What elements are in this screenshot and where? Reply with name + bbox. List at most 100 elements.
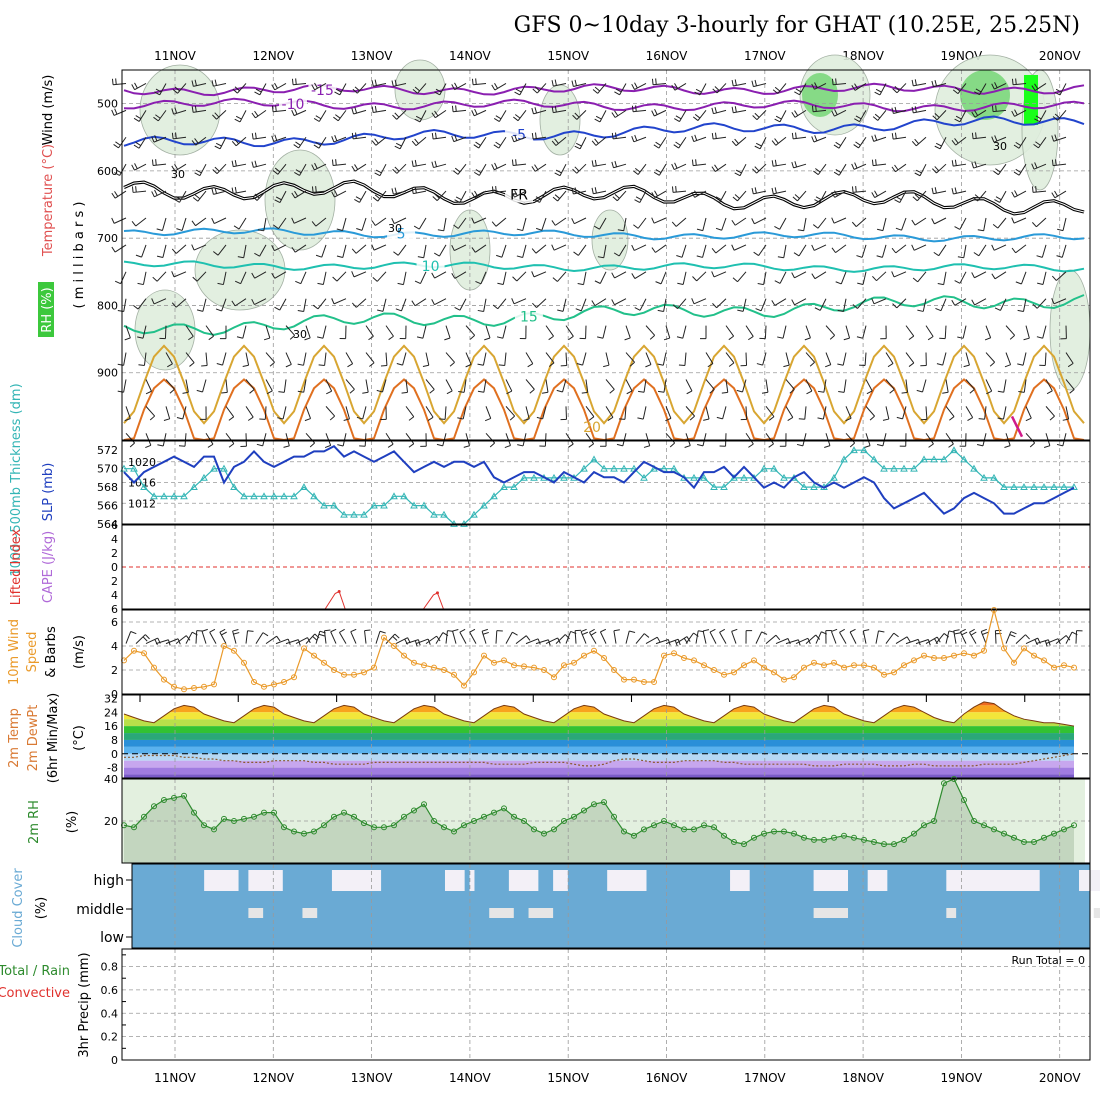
wind-barb (963, 244, 967, 258)
wind-barb (864, 445, 871, 448)
surface-wind-barb (142, 636, 148, 642)
surface-wind-barb (953, 629, 960, 632)
wind-barb (715, 196, 722, 201)
surface-wind-barb (787, 638, 791, 645)
wind-barb (347, 363, 353, 368)
surface-wind-barb (379, 630, 386, 634)
wind-barb (585, 432, 595, 445)
wind-barb (835, 78, 837, 85)
wind-barb (771, 187, 774, 194)
wind-barb (893, 136, 907, 140)
pressure-tick-label: 800 (97, 299, 118, 312)
wind-barb (221, 298, 227, 312)
wind-barb (434, 271, 447, 279)
wind-barb (765, 406, 775, 417)
rh-point (811, 836, 817, 843)
wind-barb (768, 443, 774, 448)
wind-barb (691, 298, 695, 305)
wind-barb (833, 144, 840, 149)
wind-barb (953, 163, 967, 167)
isotherm-label-bg (505, 127, 534, 143)
wind-barb (1014, 109, 1018, 116)
wind-barb (894, 106, 897, 113)
wind-barb (138, 110, 147, 122)
wind-barb (185, 325, 194, 337)
wind-speed-point (871, 664, 877, 671)
wind-barb (895, 163, 907, 173)
wind-barb (905, 379, 909, 393)
wind-speed-point (151, 664, 157, 671)
wind-barb (555, 217, 567, 226)
wind-barb (973, 252, 980, 257)
date-label-bottom: 16NOV (646, 1071, 688, 1085)
wind-barb (1018, 163, 1027, 176)
wind-barb (711, 107, 714, 114)
wind-barb (997, 417, 1004, 420)
wind-speed-point (961, 650, 967, 657)
rh-point (861, 836, 867, 843)
wind-barb (1014, 190, 1018, 196)
rh-point (561, 818, 567, 824)
wind-barb (796, 443, 803, 447)
wind-barb (785, 406, 794, 418)
wind-barb (151, 298, 155, 305)
wind-barb (254, 252, 260, 257)
wind-barb (325, 433, 332, 446)
rh-point (341, 809, 347, 816)
wind-barb (411, 187, 414, 194)
rh-point (891, 841, 897, 848)
wind-barb (545, 352, 555, 364)
wind-barb (653, 82, 667, 86)
wind-barb (294, 190, 307, 199)
wind-barb (113, 82, 127, 86)
surface-wind-barb (145, 637, 158, 645)
rh-point (921, 822, 927, 829)
wind-barb (387, 443, 394, 448)
thickness-point (920, 455, 928, 463)
wind-barb (311, 186, 314, 193)
wind-barb (657, 390, 665, 393)
wind-barb (413, 225, 420, 230)
wind-barb (317, 282, 324, 286)
wind-barb (914, 138, 920, 145)
wind-speed-point (641, 679, 647, 685)
wind-barb (1057, 228, 1064, 232)
wind-barb (693, 163, 707, 167)
wind-barb (892, 88, 898, 94)
surface-wind-barb (247, 630, 254, 632)
wind-barb (211, 217, 215, 224)
wind-speed-point (131, 647, 137, 654)
wind-barb (555, 169, 562, 174)
wind-barb (594, 138, 599, 144)
wind-barb (905, 352, 915, 364)
wind-barb (634, 134, 638, 141)
wind-barb (1013, 217, 1027, 224)
wind-barb (857, 282, 864, 285)
wind-barb (714, 86, 720, 91)
wind-barb (408, 443, 415, 448)
wind-barb (391, 80, 394, 87)
wind-barb (1054, 190, 1067, 199)
wind-barb (725, 379, 729, 393)
wind-barb (492, 304, 499, 310)
wind-barb (613, 163, 627, 169)
wind-barb (959, 110, 967, 123)
wind-barb (165, 406, 171, 419)
surface-wind-barb (849, 631, 857, 644)
wind-barb (799, 83, 807, 95)
wind-barb (957, 336, 964, 339)
rh-point (471, 818, 477, 824)
surface-wind-barb (1025, 634, 1030, 640)
wind-barb (568, 335, 574, 341)
wind-barb (495, 115, 502, 120)
wind-barb (576, 110, 587, 120)
wind-barb (154, 190, 167, 198)
surface-wind-barb (994, 630, 997, 644)
wind-barb (111, 217, 115, 224)
wind-barb (454, 271, 467, 279)
wind-speed-point (771, 669, 777, 676)
wind-barb (862, 271, 867, 285)
wind-barb (214, 112, 220, 118)
wind-barb (172, 89, 178, 94)
